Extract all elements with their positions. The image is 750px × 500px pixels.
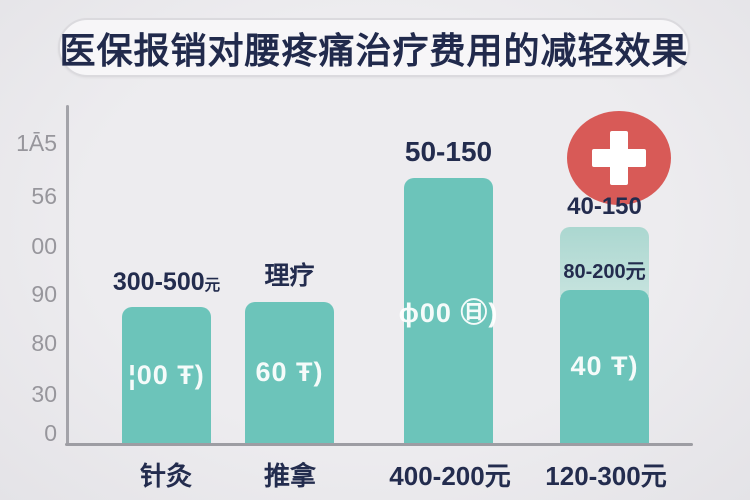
medical-cross-badge bbox=[567, 111, 671, 205]
bar-inner-label: ¦00 Ŧ) bbox=[128, 359, 205, 390]
bar-four: 40 Ŧ) bbox=[560, 290, 649, 443]
y-tick-label: 00 bbox=[31, 233, 57, 259]
bar-group-acupuncture: 300-500元 ¦00 Ŧ) bbox=[113, 268, 220, 443]
unit-label: 元 bbox=[204, 277, 221, 294]
y-tick-label: 0 bbox=[44, 420, 57, 446]
bar-value-label: 300-500元 bbox=[113, 268, 220, 297]
bar-value-text: 300-500 bbox=[112, 268, 205, 296]
title-pill: 医保报销对腰疼痛治疗费用的减轻效果 bbox=[58, 18, 690, 77]
bar-inner-label: 40 Ŧ) bbox=[570, 351, 639, 381]
bar-acupuncture: ¦00 Ŧ) bbox=[122, 307, 211, 443]
bar-value-label: 理疗 bbox=[264, 262, 315, 290]
bar-group-three: 50-150 ϕ00 ㊐) bbox=[399, 136, 497, 443]
bar-group-tuina: 理疗 60 Ŧ) bbox=[245, 256, 334, 443]
x-axis-category: 针灸 bbox=[139, 461, 192, 491]
light-segment-label: 80-200元 bbox=[563, 261, 646, 283]
y-tick-label: 1Ā5 bbox=[16, 130, 57, 156]
y-tick-label: 90 bbox=[31, 281, 57, 307]
medical-cross-icon bbox=[567, 111, 671, 205]
bar-value-label: 50-150 bbox=[404, 136, 493, 167]
y-tick-label: 80 bbox=[31, 330, 57, 356]
bar-three: ϕ00 ㊐) bbox=[399, 178, 497, 443]
chart-title: 医保报销对腰疼痛治疗费用的减轻效果 bbox=[59, 29, 689, 71]
y-tick-label: 56 bbox=[31, 183, 57, 209]
bar-four-light-segment: 80-200元 bbox=[560, 227, 649, 296]
x-axis-line bbox=[65, 443, 693, 446]
bar-tuina: 60 Ŧ) bbox=[245, 302, 334, 443]
bar-value-label: 40-150 bbox=[567, 193, 642, 220]
y-axis-line bbox=[66, 105, 69, 445]
bar-group-four: 40-150 80-200元 40 Ŧ) bbox=[560, 193, 649, 443]
x-axis-category: 400-200元 bbox=[389, 461, 511, 491]
x-axis-category: 120-300元 bbox=[545, 461, 667, 491]
bar-inner-label: 60 Ŧ) bbox=[255, 357, 324, 387]
y-tick-label: 30 bbox=[31, 381, 57, 407]
x-axis-category: 推拿 bbox=[263, 461, 316, 491]
bar-inner-label: ϕ00 ㊐) bbox=[398, 298, 499, 328]
